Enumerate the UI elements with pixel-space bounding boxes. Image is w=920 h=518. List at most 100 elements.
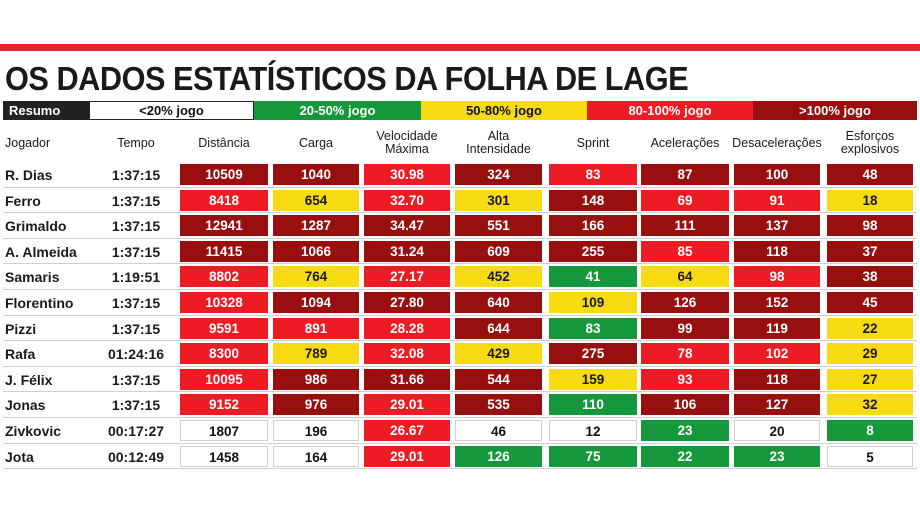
player-name: Pizzi: [5, 320, 37, 337]
row-divider: [3, 365, 917, 367]
stat-cell-velocidade-maxima: 27.17: [364, 266, 450, 288]
stat-cell-sprint: 75: [549, 445, 637, 467]
col-header-desaceleracoes: Desacelerações: [732, 125, 822, 161]
player-name: Samaris: [5, 269, 60, 286]
stat-cell-esforcos-explosivos: 27: [827, 368, 913, 390]
table-row: Zivkovic 00:17:27 1807 196 26.67 46 12 23 20 8: [0, 418, 920, 444]
stat-cell-aceleracoes: 111: [641, 215, 729, 237]
row-divider: [3, 442, 917, 444]
stat-cell-carga: 1094: [273, 292, 359, 313]
play-time: 1:37:15: [111, 218, 161, 235]
stat-cell-aceleracoes: 69: [641, 189, 729, 211]
stat-cell-velocidade-maxima: 32.08: [364, 343, 450, 365]
stat-cell-velocidade-maxima: 29.01: [364, 394, 450, 416]
row-divider: [3, 340, 917, 342]
col-header-velocidade-maxima: Velocidade Máxima: [362, 125, 452, 161]
col-header-time-line: Tempo: [117, 135, 155, 150]
table-row: Pizzi 1:37:15 9591 891 28.28 644 83 99 119 22: [0, 316, 920, 342]
stat-cell-alta-intensidade: 452: [455, 266, 542, 288]
stat-cell-aceleracoes: 126: [641, 292, 729, 313]
table-row: Florentino 1:37:15 10328 1094 27.80 640 109 126…: [0, 290, 920, 316]
row-divider: [3, 186, 917, 188]
stat-cell-desaceleracoes: 98: [734, 266, 820, 288]
legend-item-20-50-jogo: 20-50% jogo: [254, 101, 421, 120]
stat-cell-aceleracoes: 23: [641, 420, 729, 441]
stat-cell-velocidade-maxima: 29.01: [364, 445, 450, 467]
play-time: 1:19:51: [111, 269, 161, 286]
stat-cell-aceleracoes: 78: [641, 343, 729, 365]
player-name: Florentino: [5, 295, 74, 311]
table-row: A. Almeida 1:37:15 11415 1066 31.24 609 255 85 1…: [0, 239, 920, 265]
table-header: Jogador Tempo Distância Carga Velocidade Máxi…: [0, 125, 920, 161]
col-header-player: Jogador: [5, 125, 95, 161]
player-name: Zivkovic: [5, 423, 62, 439]
stat-cell-esforcos-explosivos: 98: [827, 215, 913, 237]
stat-cell-aceleracoes: 85: [641, 240, 729, 262]
table-row: R. Dias 1:37:15 10509 1040 30.98 324 83 87 100 48: [0, 162, 920, 188]
table-row: Rafa 01:24:16 8300 789 32.08 429 275 78 102 29: [0, 341, 920, 367]
stat-cell-sprint: 148: [549, 189, 637, 211]
stat-cell-alta-intensidade: 126: [455, 445, 542, 467]
legend-item-80-100-jogo: 80-100% jogo: [587, 101, 753, 120]
stat-cell-esforcos-explosivos: 45: [827, 292, 913, 313]
stat-cell-distancia: 8802: [180, 266, 268, 288]
stat-cell-sprint: 110: [549, 394, 637, 416]
player-name: Ferro: [5, 192, 41, 209]
stat-cell-alta-intensidade: 544: [455, 368, 542, 390]
row-divider: [3, 237, 917, 239]
stat-cell-sprint: 255: [549, 240, 637, 262]
stat-cell-carga: 1066: [273, 240, 359, 262]
stat-cell-velocidade-maxima: 32.70: [364, 189, 450, 211]
stat-cell-carga: 789: [273, 343, 359, 365]
legend-item-lt20: <20% jogo: [89, 101, 254, 120]
row-divider: [3, 416, 917, 418]
col-header-desaceleracoes-line: Desacelerações: [732, 135, 822, 150]
play-time: 1:37:15: [111, 295, 161, 311]
col-header-sprint: Sprint: [547, 125, 639, 161]
col-header-carga: Carga: [271, 125, 361, 161]
stat-cell-distancia: 11415: [180, 240, 268, 262]
play-time: 00:17:27: [107, 423, 165, 439]
player-name: Jota: [5, 448, 34, 465]
stat-cell-alta-intensidade: 535: [455, 394, 542, 416]
row-divider: [3, 391, 917, 393]
col-header-esforcos-explosivos-line: explosivos: [840, 142, 900, 156]
stat-cell-sprint: 12: [549, 420, 637, 441]
stat-cell-sprint: 275: [549, 343, 637, 365]
stat-cell-esforcos-explosivos: 5: [827, 445, 913, 467]
col-header-time: Tempo: [98, 125, 174, 161]
stat-cell-desaceleracoes: 119: [734, 317, 820, 339]
stat-cell-aceleracoes: 106: [641, 394, 729, 416]
legend-item-gt100: >100% jogo: [753, 101, 917, 120]
stat-cell-alta-intensidade: 644: [455, 317, 542, 339]
stat-cell-desaceleracoes: 91: [734, 189, 820, 211]
col-header-alta-intensidade-line: Alta: [487, 129, 510, 143]
stat-cell-aceleracoes: 64: [641, 266, 729, 288]
stat-cell-carga: 1040: [273, 164, 359, 185]
stat-cell-distancia: 12941: [180, 215, 268, 237]
col-header-distancia-line: Distância: [198, 135, 250, 150]
stat-cell-velocidade-maxima: 28.28: [364, 317, 450, 339]
col-header-alta-intensidade-line: Intensidade: [466, 142, 531, 156]
table-row: Jonas 1:37:15 9152 976 29.01 535 110 106 127 32: [0, 392, 920, 418]
top-accent-bar: [0, 44, 920, 51]
col-header-player-line: Jogador: [5, 135, 51, 150]
stat-cell-aceleracoes: 99: [641, 317, 729, 339]
stat-cell-alta-intensidade: 640: [455, 292, 542, 313]
stat-cell-distancia: 9152: [180, 394, 268, 416]
table-row: Ferro 1:37:15 8418 654 32.70 301 148 69 91 18: [0, 188, 920, 214]
stat-cell-sprint: 83: [549, 317, 637, 339]
col-header-aceleracoes-line: Acelerações: [650, 135, 720, 150]
play-time: 1:37:15: [111, 320, 161, 337]
stat-cell-sprint: 83: [549, 164, 637, 185]
stat-cell-aceleracoes: 87: [641, 164, 729, 185]
play-time: 00:12:49: [107, 448, 165, 465]
player-name: A. Almeida: [5, 243, 77, 260]
col-header-distancia: Distância: [178, 125, 270, 161]
stat-cell-aceleracoes: 22: [641, 445, 729, 467]
col-header-velocidade-maxima-line: Velocidade: [376, 129, 438, 143]
stat-cell-carga: 1287: [273, 215, 359, 237]
stat-cell-distancia: 10328: [180, 292, 268, 313]
col-header-alta-intensidade: Alta Intensidade: [453, 125, 544, 161]
stat-cell-sprint: 109: [549, 292, 637, 313]
